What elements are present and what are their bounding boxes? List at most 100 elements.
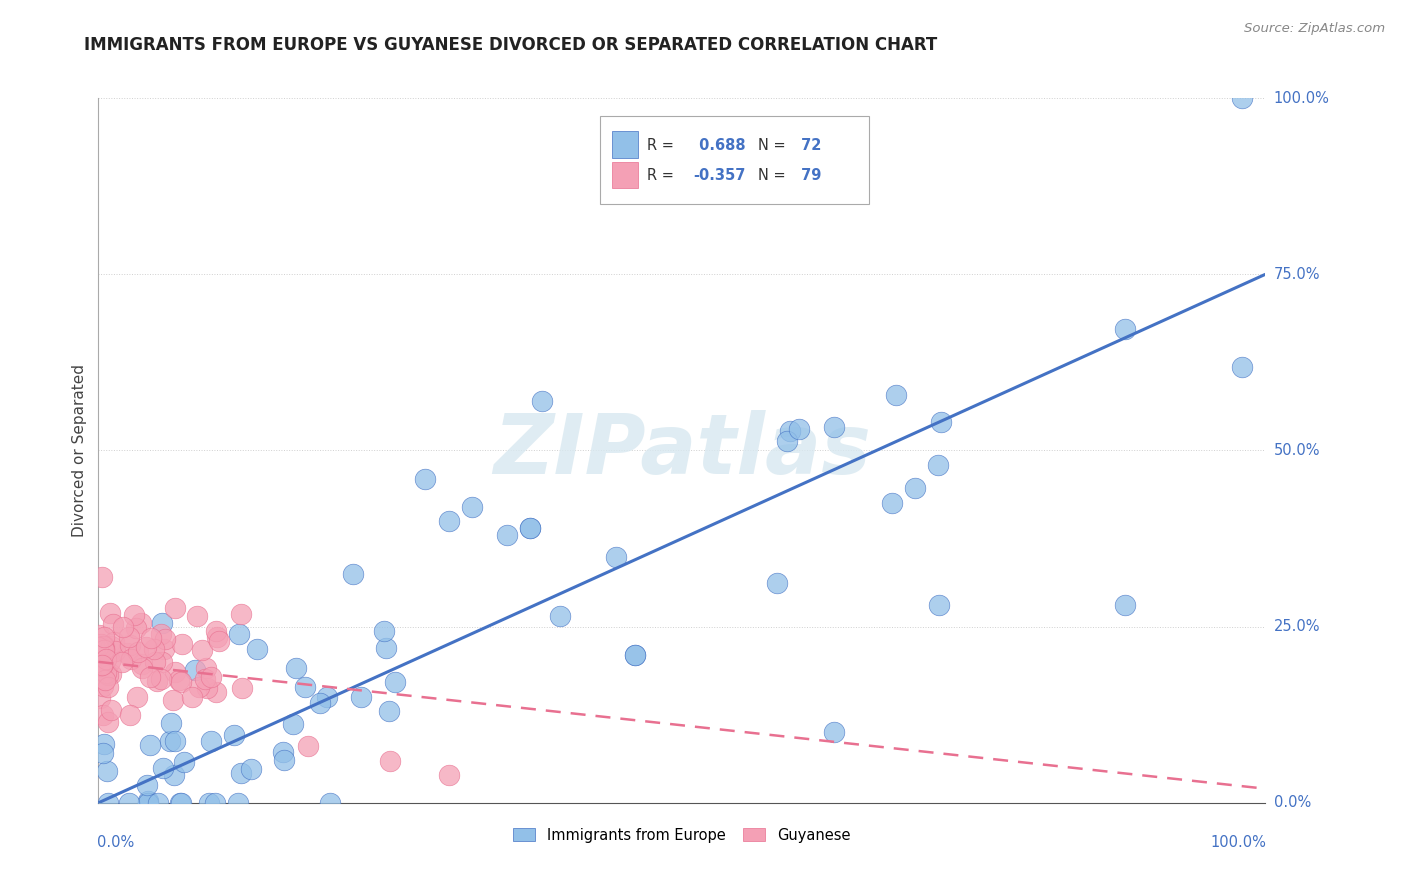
Point bbox=[884, 387, 907, 401]
Point bbox=[226, 796, 249, 810]
Point bbox=[163, 767, 186, 781]
Point bbox=[143, 642, 166, 657]
Point bbox=[97, 796, 120, 810]
Point bbox=[93, 639, 115, 653]
Point bbox=[548, 609, 571, 624]
Point bbox=[172, 637, 194, 651]
Point bbox=[380, 754, 402, 768]
Point bbox=[246, 642, 269, 657]
Text: 0.0%: 0.0% bbox=[1274, 796, 1310, 810]
Point bbox=[373, 624, 395, 639]
Point bbox=[1230, 359, 1253, 374]
Point bbox=[928, 599, 950, 613]
Point bbox=[129, 616, 152, 631]
Point bbox=[94, 652, 117, 666]
Point bbox=[222, 728, 245, 742]
Point bbox=[131, 657, 153, 672]
Point bbox=[284, 661, 307, 675]
Point bbox=[100, 639, 122, 653]
Point bbox=[271, 745, 294, 759]
Point bbox=[89, 690, 111, 705]
Point bbox=[231, 681, 253, 696]
Point bbox=[229, 766, 252, 780]
Point bbox=[159, 734, 181, 748]
Point bbox=[100, 703, 122, 717]
Text: N =: N = bbox=[758, 138, 786, 153]
Point bbox=[281, 717, 304, 731]
Point bbox=[163, 665, 186, 679]
Point bbox=[197, 796, 219, 810]
Point bbox=[118, 638, 141, 652]
Point bbox=[239, 762, 262, 776]
Point bbox=[90, 570, 112, 584]
Point bbox=[605, 549, 627, 564]
Point bbox=[319, 796, 342, 810]
Text: 25.0%: 25.0% bbox=[1274, 619, 1320, 634]
Point bbox=[89, 641, 111, 656]
Point bbox=[148, 796, 170, 810]
Text: -0.357: -0.357 bbox=[693, 168, 747, 183]
Point bbox=[115, 646, 138, 660]
Point bbox=[496, 528, 519, 542]
Point bbox=[519, 521, 541, 535]
Point bbox=[90, 637, 112, 651]
Point bbox=[779, 424, 801, 438]
Text: 79: 79 bbox=[796, 168, 821, 183]
Point bbox=[152, 616, 174, 631]
Text: 72: 72 bbox=[796, 138, 821, 153]
Point bbox=[91, 746, 114, 760]
Point bbox=[294, 680, 316, 694]
Point bbox=[143, 655, 166, 669]
Point bbox=[191, 642, 214, 657]
Point bbox=[93, 737, 115, 751]
Text: 50.0%: 50.0% bbox=[1274, 443, 1320, 458]
Point bbox=[204, 685, 226, 699]
Point bbox=[93, 641, 115, 656]
Y-axis label: Divorced or Separated: Divorced or Separated bbox=[72, 364, 87, 537]
Point bbox=[776, 434, 799, 449]
Point bbox=[103, 635, 125, 649]
Point bbox=[87, 640, 110, 654]
Point bbox=[823, 725, 845, 739]
Point bbox=[118, 796, 141, 810]
Point bbox=[228, 627, 250, 641]
Point bbox=[124, 621, 146, 635]
Text: 100.0%: 100.0% bbox=[1211, 835, 1267, 849]
Point bbox=[93, 630, 115, 644]
Point bbox=[104, 644, 127, 658]
Point bbox=[91, 657, 114, 671]
Point bbox=[139, 632, 162, 646]
Point bbox=[149, 673, 172, 687]
Point bbox=[110, 655, 132, 669]
Point bbox=[167, 673, 190, 687]
Point bbox=[149, 627, 172, 641]
Point bbox=[100, 667, 122, 681]
Point bbox=[207, 634, 229, 648]
Point bbox=[96, 764, 118, 779]
Point bbox=[823, 419, 845, 434]
Point bbox=[880, 496, 903, 510]
Point bbox=[374, 640, 396, 655]
Point bbox=[90, 658, 112, 673]
Text: N =: N = bbox=[758, 168, 786, 183]
Point bbox=[461, 500, 484, 514]
Point bbox=[152, 761, 174, 775]
Point bbox=[112, 620, 135, 634]
Point bbox=[904, 481, 927, 495]
Point bbox=[204, 796, 226, 810]
Point bbox=[139, 670, 162, 684]
Point bbox=[136, 796, 159, 810]
Point bbox=[159, 716, 181, 731]
Point bbox=[94, 666, 117, 681]
Point bbox=[186, 608, 208, 623]
Point bbox=[90, 640, 112, 655]
Point bbox=[297, 739, 319, 754]
Point bbox=[927, 458, 949, 472]
Point bbox=[413, 472, 436, 486]
Point bbox=[170, 674, 193, 689]
Point bbox=[139, 738, 162, 752]
Point bbox=[787, 422, 810, 436]
Point bbox=[180, 690, 202, 705]
Point bbox=[87, 628, 110, 642]
Point bbox=[1114, 321, 1136, 335]
